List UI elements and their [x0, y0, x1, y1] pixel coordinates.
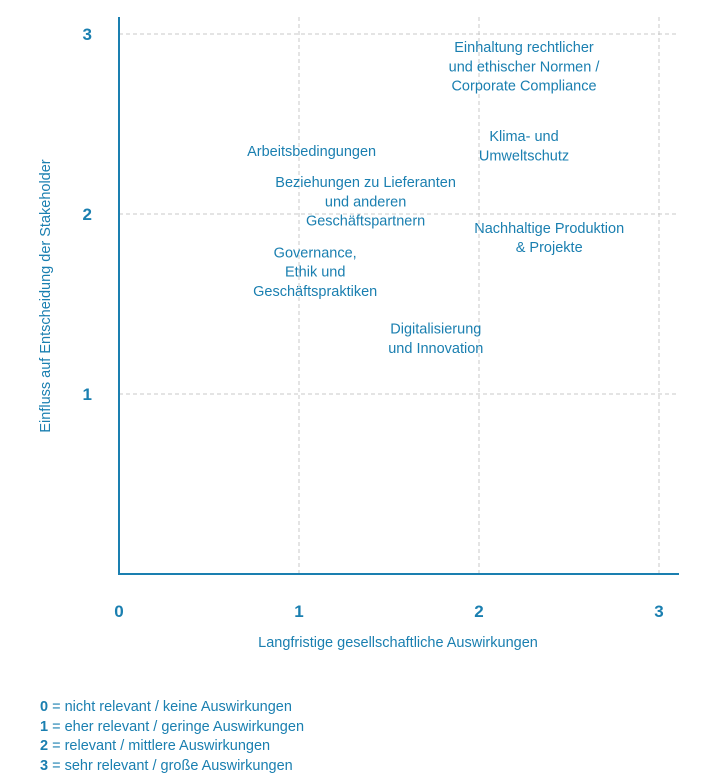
y-axis-label: Einfluss auf Entscheidung der Stakeholde… [38, 159, 54, 432]
materiality-chart: 0 1 2 3 1 2 3 Einhaltung rechtlicher und ethisc… [38, 17, 679, 651]
data-point-label: Beziehungen zu Lieferanten und anderen Ges… [275, 175, 456, 230]
y-tick-label: 1 [83, 385, 92, 404]
data-labels: Einhaltung rechtlicher und ethischer Norm… [247, 40, 624, 357]
grid-lines [119, 17, 679, 574]
legend-text: = relevant / mittlere Auswirkungen [48, 738, 271, 754]
data-point-label: Nachhaltige Produktion & Projekte [474, 221, 624, 256]
legend-item: 3 = sehr relevant / große Auswirkungen [40, 757, 304, 777]
x-tick-label: 1 [294, 602, 303, 621]
legend-key: 1 [40, 718, 49, 735]
x-tick-label: 0 [114, 602, 123, 621]
tick-labels: 0 1 2 3 1 2 3 [83, 25, 664, 621]
x-tick-label: 2 [474, 602, 483, 621]
legend-item: 1 = eher relevant / geringe Auswirkungen [40, 718, 304, 738]
x-axis-label: Langfristige gesellschaftliche Auswirkun… [258, 635, 538, 651]
legend-text: = nicht relevant / keine Auswirkungen [48, 699, 292, 715]
legend-key: 0 [40, 699, 49, 715]
data-point-label: Governance, Ethik und Geschäftspraktiken [253, 245, 377, 300]
data-point-label: Klima- und Umweltschutz [479, 129, 569, 164]
legend-text: = eher relevant / geringe Auswirkungen [48, 718, 305, 735]
y-tick-label: 3 [83, 25, 92, 44]
x-tick-label: 3 [654, 602, 663, 621]
legend-key: 3 [40, 757, 49, 774]
legend-key: 2 [40, 738, 49, 754]
legend-item: 0 = nicht relevant / keine Auswirkungen [40, 698, 304, 718]
axes [118, 17, 679, 575]
legend: 0 = nicht relevant / keine Auswirkungen … [40, 698, 304, 776]
data-point-label: Digitalisierung und Innovation [388, 322, 483, 357]
legend-text: = sehr relevant / große Auswirkungen [48, 757, 293, 774]
y-tick-label: 2 [83, 205, 92, 224]
data-point-label: Arbeitsbedingungen [247, 144, 376, 160]
data-point-label: Einhaltung rechtlicher und ethischer Norm… [449, 40, 601, 95]
legend-item: 2 = relevant / mittlere Auswirkungen [40, 737, 304, 757]
